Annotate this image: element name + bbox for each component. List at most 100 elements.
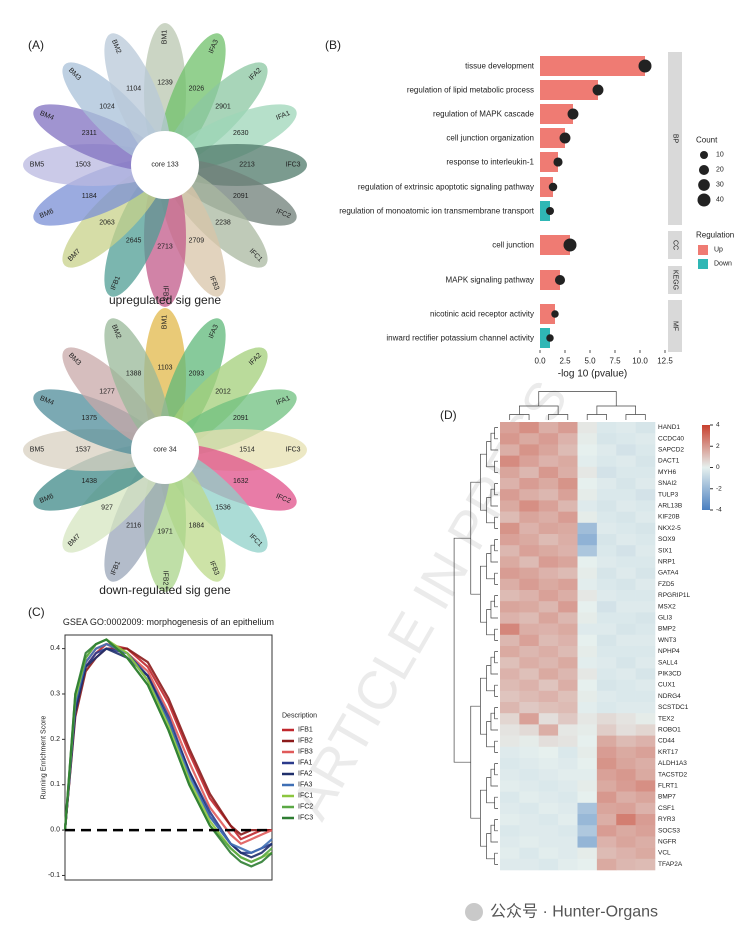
heat-cell bbox=[538, 690, 559, 703]
heat-cell bbox=[538, 466, 559, 479]
row-label: SALL4 bbox=[658, 659, 678, 666]
row-label: CUX1 bbox=[658, 682, 676, 689]
colorbar-label: 0 bbox=[716, 464, 720, 471]
heat-cell bbox=[538, 500, 559, 512]
heat-cell bbox=[538, 735, 559, 748]
heat-cell bbox=[500, 623, 520, 636]
heat-cell bbox=[500, 791, 520, 804]
petal-count: 1024 bbox=[99, 104, 115, 111]
heat-cell bbox=[616, 455, 636, 468]
heat-cell bbox=[635, 578, 656, 591]
petal-count: 2116 bbox=[126, 522, 141, 529]
heat-cell bbox=[558, 590, 578, 602]
count-dot bbox=[553, 157, 563, 167]
legend-label: IFA3 bbox=[298, 782, 313, 789]
chart-title: GSEA GO:0002009: morphogenesis of an epi… bbox=[63, 617, 274, 627]
heat-cell bbox=[500, 433, 520, 445]
heat-cell bbox=[538, 534, 559, 546]
heat-cell bbox=[616, 646, 636, 658]
row-label: BMP2 bbox=[658, 626, 676, 633]
heat-cell bbox=[558, 825, 578, 837]
heat-cell bbox=[635, 746, 656, 759]
heat-cell bbox=[558, 455, 578, 468]
bar bbox=[540, 80, 598, 100]
heat-cell bbox=[577, 522, 598, 535]
heat-cell bbox=[558, 489, 578, 501]
heat-cell bbox=[616, 422, 636, 434]
heat-cell bbox=[577, 702, 598, 714]
heat-cell bbox=[500, 668, 520, 680]
heat-cell bbox=[616, 545, 636, 557]
heat-cell bbox=[538, 612, 559, 624]
footer: 公众号 · Hunter-Organs bbox=[490, 903, 658, 921]
term-label: cell junction organization bbox=[446, 134, 534, 143]
x-axis-label: -log 10 (pvalue) bbox=[558, 369, 627, 380]
y-tick-label: 0.1 bbox=[50, 781, 60, 788]
x-tick-label: 12.5 bbox=[657, 357, 673, 366]
heat-cell bbox=[596, 578, 617, 591]
heat-cell bbox=[616, 500, 636, 512]
petal-count: 1103 bbox=[157, 365, 172, 372]
heat-cell bbox=[500, 578, 520, 591]
heat-cell bbox=[616, 735, 636, 748]
heat-cell bbox=[596, 466, 617, 479]
petal-count: 2709 bbox=[189, 237, 205, 244]
heat-cell bbox=[538, 489, 559, 501]
legend-label: 20 bbox=[716, 167, 724, 174]
heat-cell bbox=[616, 657, 636, 669]
heat-cell bbox=[558, 478, 578, 490]
row-label: BMP7 bbox=[658, 794, 676, 801]
petal-count: 2213 bbox=[239, 162, 255, 169]
heat-cell bbox=[500, 534, 520, 546]
petal-count: 1388 bbox=[126, 371, 142, 378]
heat-cell bbox=[519, 657, 540, 669]
heat-cell bbox=[635, 646, 656, 658]
heat-cell bbox=[616, 433, 636, 445]
facet-strip bbox=[668, 231, 682, 259]
heat-cell bbox=[519, 702, 540, 714]
dendrogram bbox=[538, 391, 617, 406]
heat-cell bbox=[635, 836, 656, 848]
term-label: nicotinic acid receptor activity bbox=[430, 310, 534, 319]
heat-cell bbox=[596, 556, 617, 568]
y-tick-label: 0.3 bbox=[50, 690, 60, 697]
heat-cell bbox=[616, 444, 636, 456]
heat-cell bbox=[596, 791, 617, 804]
heat-cell bbox=[558, 578, 578, 591]
heat-cell bbox=[577, 713, 598, 725]
dendrogram bbox=[453, 537, 471, 763]
heat-cell bbox=[538, 590, 559, 602]
heat-cell bbox=[519, 478, 540, 490]
heat-cell bbox=[596, 511, 617, 524]
panel-label: (A) bbox=[28, 38, 44, 52]
heat-cell bbox=[635, 522, 656, 535]
term-label: regulation of lipid metabolic process bbox=[407, 86, 534, 95]
bar bbox=[540, 304, 555, 324]
legend-label: IFA1 bbox=[298, 760, 313, 767]
heat-cell bbox=[616, 690, 636, 703]
panel-label: (D) bbox=[440, 408, 457, 422]
heat-cell bbox=[616, 489, 636, 501]
heat-cell bbox=[616, 791, 636, 804]
heat-cell bbox=[538, 646, 559, 658]
facet-strip bbox=[668, 52, 682, 225]
petal-count: 1438 bbox=[81, 478, 97, 485]
row-label: NPHP4 bbox=[658, 648, 680, 655]
heat-cell bbox=[635, 422, 656, 434]
petal-count: 1503 bbox=[75, 162, 91, 169]
row-label: VCL bbox=[658, 850, 671, 857]
petal-label: IFB2 bbox=[162, 286, 169, 301]
heat-cell bbox=[616, 836, 636, 848]
heat-cell bbox=[519, 646, 540, 658]
facet-strip bbox=[668, 300, 682, 352]
heat-cell bbox=[635, 623, 656, 636]
legend-label: IFB3 bbox=[298, 749, 313, 756]
count-dot bbox=[567, 108, 579, 120]
colorbar-label: -2 bbox=[716, 485, 722, 492]
heat-cell bbox=[577, 825, 598, 837]
petal-count: 1184 bbox=[82, 193, 97, 200]
count-dot bbox=[546, 207, 554, 215]
legend-dot bbox=[700, 151, 708, 159]
bar bbox=[540, 235, 570, 255]
legend-label: IFB1 bbox=[298, 727, 313, 734]
